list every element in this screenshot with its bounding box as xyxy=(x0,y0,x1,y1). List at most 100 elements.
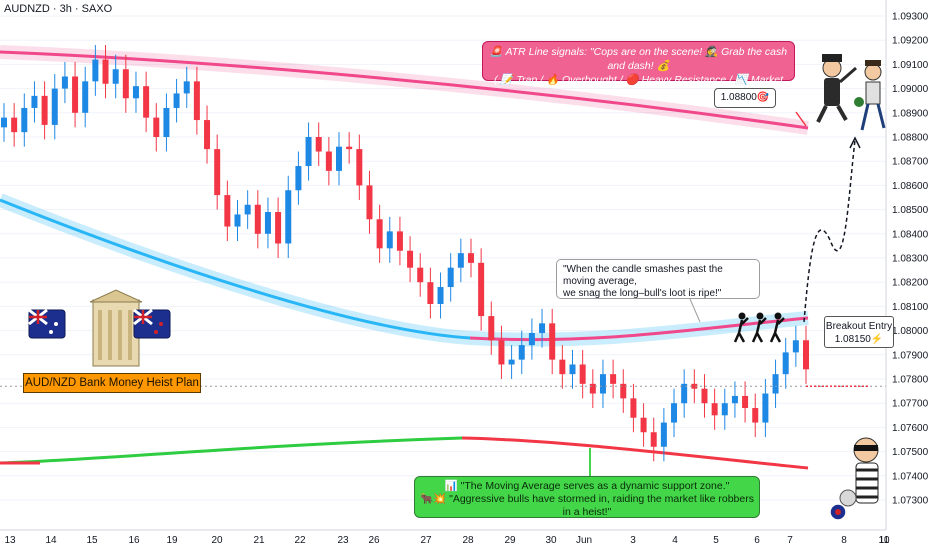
projection-path xyxy=(803,139,856,323)
time-tick-label: 22 xyxy=(294,535,306,546)
price-tick-label: 1.08700 xyxy=(892,157,929,168)
candle-body xyxy=(51,88,58,125)
candle-body xyxy=(336,146,343,171)
pink-band-lower-line xyxy=(469,316,809,342)
candle-body xyxy=(569,364,576,375)
candle-body xyxy=(630,398,637,418)
atr-callout: 🚨 ATR Line signals: "Cops are on the sce… xyxy=(482,41,795,100)
candle-body xyxy=(21,107,28,133)
nz-flag-icon xyxy=(133,308,171,339)
symbol-header[interactable]: AUDNZD · 3h · SAXO xyxy=(4,3,113,15)
time-tick-label: 3 xyxy=(630,535,636,546)
price-levels xyxy=(0,111,886,478)
candle-body xyxy=(325,151,332,171)
price-tick-label: 1.07700 xyxy=(892,399,929,410)
police-officer-icon xyxy=(816,54,857,123)
price-tick-label: 1.07300 xyxy=(892,496,929,507)
candle-body xyxy=(386,231,393,249)
quote-line-1: "When the candle smashes past the moving… xyxy=(563,264,723,287)
ma-line-red xyxy=(461,436,809,470)
time-tick-label: 28 xyxy=(462,535,474,546)
candle-body xyxy=(478,262,485,317)
price-tick-label: 1.08000 xyxy=(892,326,929,337)
time-tick-label: Jun xyxy=(576,535,592,546)
candle-body xyxy=(640,417,647,433)
indicator-bands xyxy=(0,45,809,470)
candle-body xyxy=(742,395,749,409)
atr-band-line xyxy=(0,50,809,130)
moving-average-callout: 📊 "The Moving Average serves as a dynami… xyxy=(414,476,760,518)
candle-body xyxy=(41,95,48,125)
candle-body xyxy=(539,323,546,334)
candle-body xyxy=(92,59,99,82)
candle-body xyxy=(417,267,424,283)
candle-body xyxy=(183,81,190,94)
time-tick-label: 6 xyxy=(754,535,760,546)
price-axis: 1.07300 1.07400 1.07500 1.07600 1.07700 1.078… xyxy=(885,0,929,530)
time-tick-label: 8 xyxy=(841,535,847,546)
candle-body xyxy=(376,219,383,249)
heist-plan-title: AUD/NZD Bank Money Heist Plan xyxy=(23,373,201,393)
price-tick-label: 1.07900 xyxy=(892,350,929,361)
atr-callout-pointer xyxy=(795,111,807,127)
candle-body xyxy=(660,422,667,447)
price-tick-label: 1.07800 xyxy=(892,375,929,386)
candle-body xyxy=(691,383,698,389)
price-tick-label: 1.08900 xyxy=(892,108,929,119)
price-tick-label: 1.09300 xyxy=(892,12,929,23)
candle-body xyxy=(204,120,211,150)
running-thief-icon xyxy=(854,60,886,131)
ma-line-green xyxy=(0,436,463,465)
time-tick-label: 19 xyxy=(166,535,178,546)
time-tick-label: 15 xyxy=(86,535,98,546)
candle-body xyxy=(427,282,434,304)
price-tick-label: 1.08400 xyxy=(892,229,929,240)
bank-building-icon xyxy=(89,289,143,367)
candle-body xyxy=(224,195,231,227)
candle-body xyxy=(61,76,68,89)
entry-value: 1.08150⚡ xyxy=(834,334,884,345)
candle-body xyxy=(610,374,617,384)
candle-body xyxy=(599,374,606,394)
price-tick-label: 1.07500 xyxy=(892,447,929,458)
candle-body xyxy=(264,212,271,234)
atr-line-1: 🚨 ATR Line signals: "Cops are on the sce… xyxy=(489,46,788,72)
candle-body xyxy=(559,359,566,375)
candle-body xyxy=(711,403,718,416)
ma-line-1: 📊 "The Moving Average serves as a dynami… xyxy=(444,480,730,492)
currency-flag-badge-icon xyxy=(829,503,847,521)
candle-body xyxy=(132,86,139,99)
candle-body xyxy=(549,323,556,360)
price-tick-label: 1.08500 xyxy=(892,205,929,216)
candle-body xyxy=(721,403,728,416)
entry-label: Breakout Entry xyxy=(825,321,893,332)
time-tick-label: 5 xyxy=(713,535,719,546)
robbers-icon xyxy=(733,312,785,343)
candle-body xyxy=(498,340,505,365)
candle-body xyxy=(762,393,769,423)
price-tick-label: 1.07600 xyxy=(892,423,929,434)
candle-body xyxy=(366,185,373,220)
candle-body xyxy=(254,204,261,234)
candle-body xyxy=(153,117,160,137)
quote-callout-pointer xyxy=(689,298,701,323)
candle-body xyxy=(671,403,678,423)
time-tick-label: 30 xyxy=(545,535,557,546)
candle-body xyxy=(305,137,312,167)
illustrations xyxy=(28,54,886,521)
blue-band-line xyxy=(0,198,471,340)
time-axis: 13 14 15 16 19 20 21 22 23 26 27 28 29 30 Jun 3 4 5 6 7 8 101… xyxy=(0,529,890,546)
candle-body xyxy=(214,149,221,196)
candle-body xyxy=(508,359,515,365)
candle-body xyxy=(163,107,170,137)
candle-body xyxy=(1,117,7,128)
candle-body xyxy=(356,149,363,186)
candle-body xyxy=(102,59,109,84)
time-tick-label: 4 xyxy=(672,535,678,546)
candle-body xyxy=(112,69,119,84)
candle-body xyxy=(701,388,708,404)
candle-body xyxy=(295,166,302,191)
breakout-entry-callout: Breakout Entry 1.08150⚡ xyxy=(824,316,894,348)
strategy-quote-callout: "When the candle smashes past the moving… xyxy=(556,259,760,299)
